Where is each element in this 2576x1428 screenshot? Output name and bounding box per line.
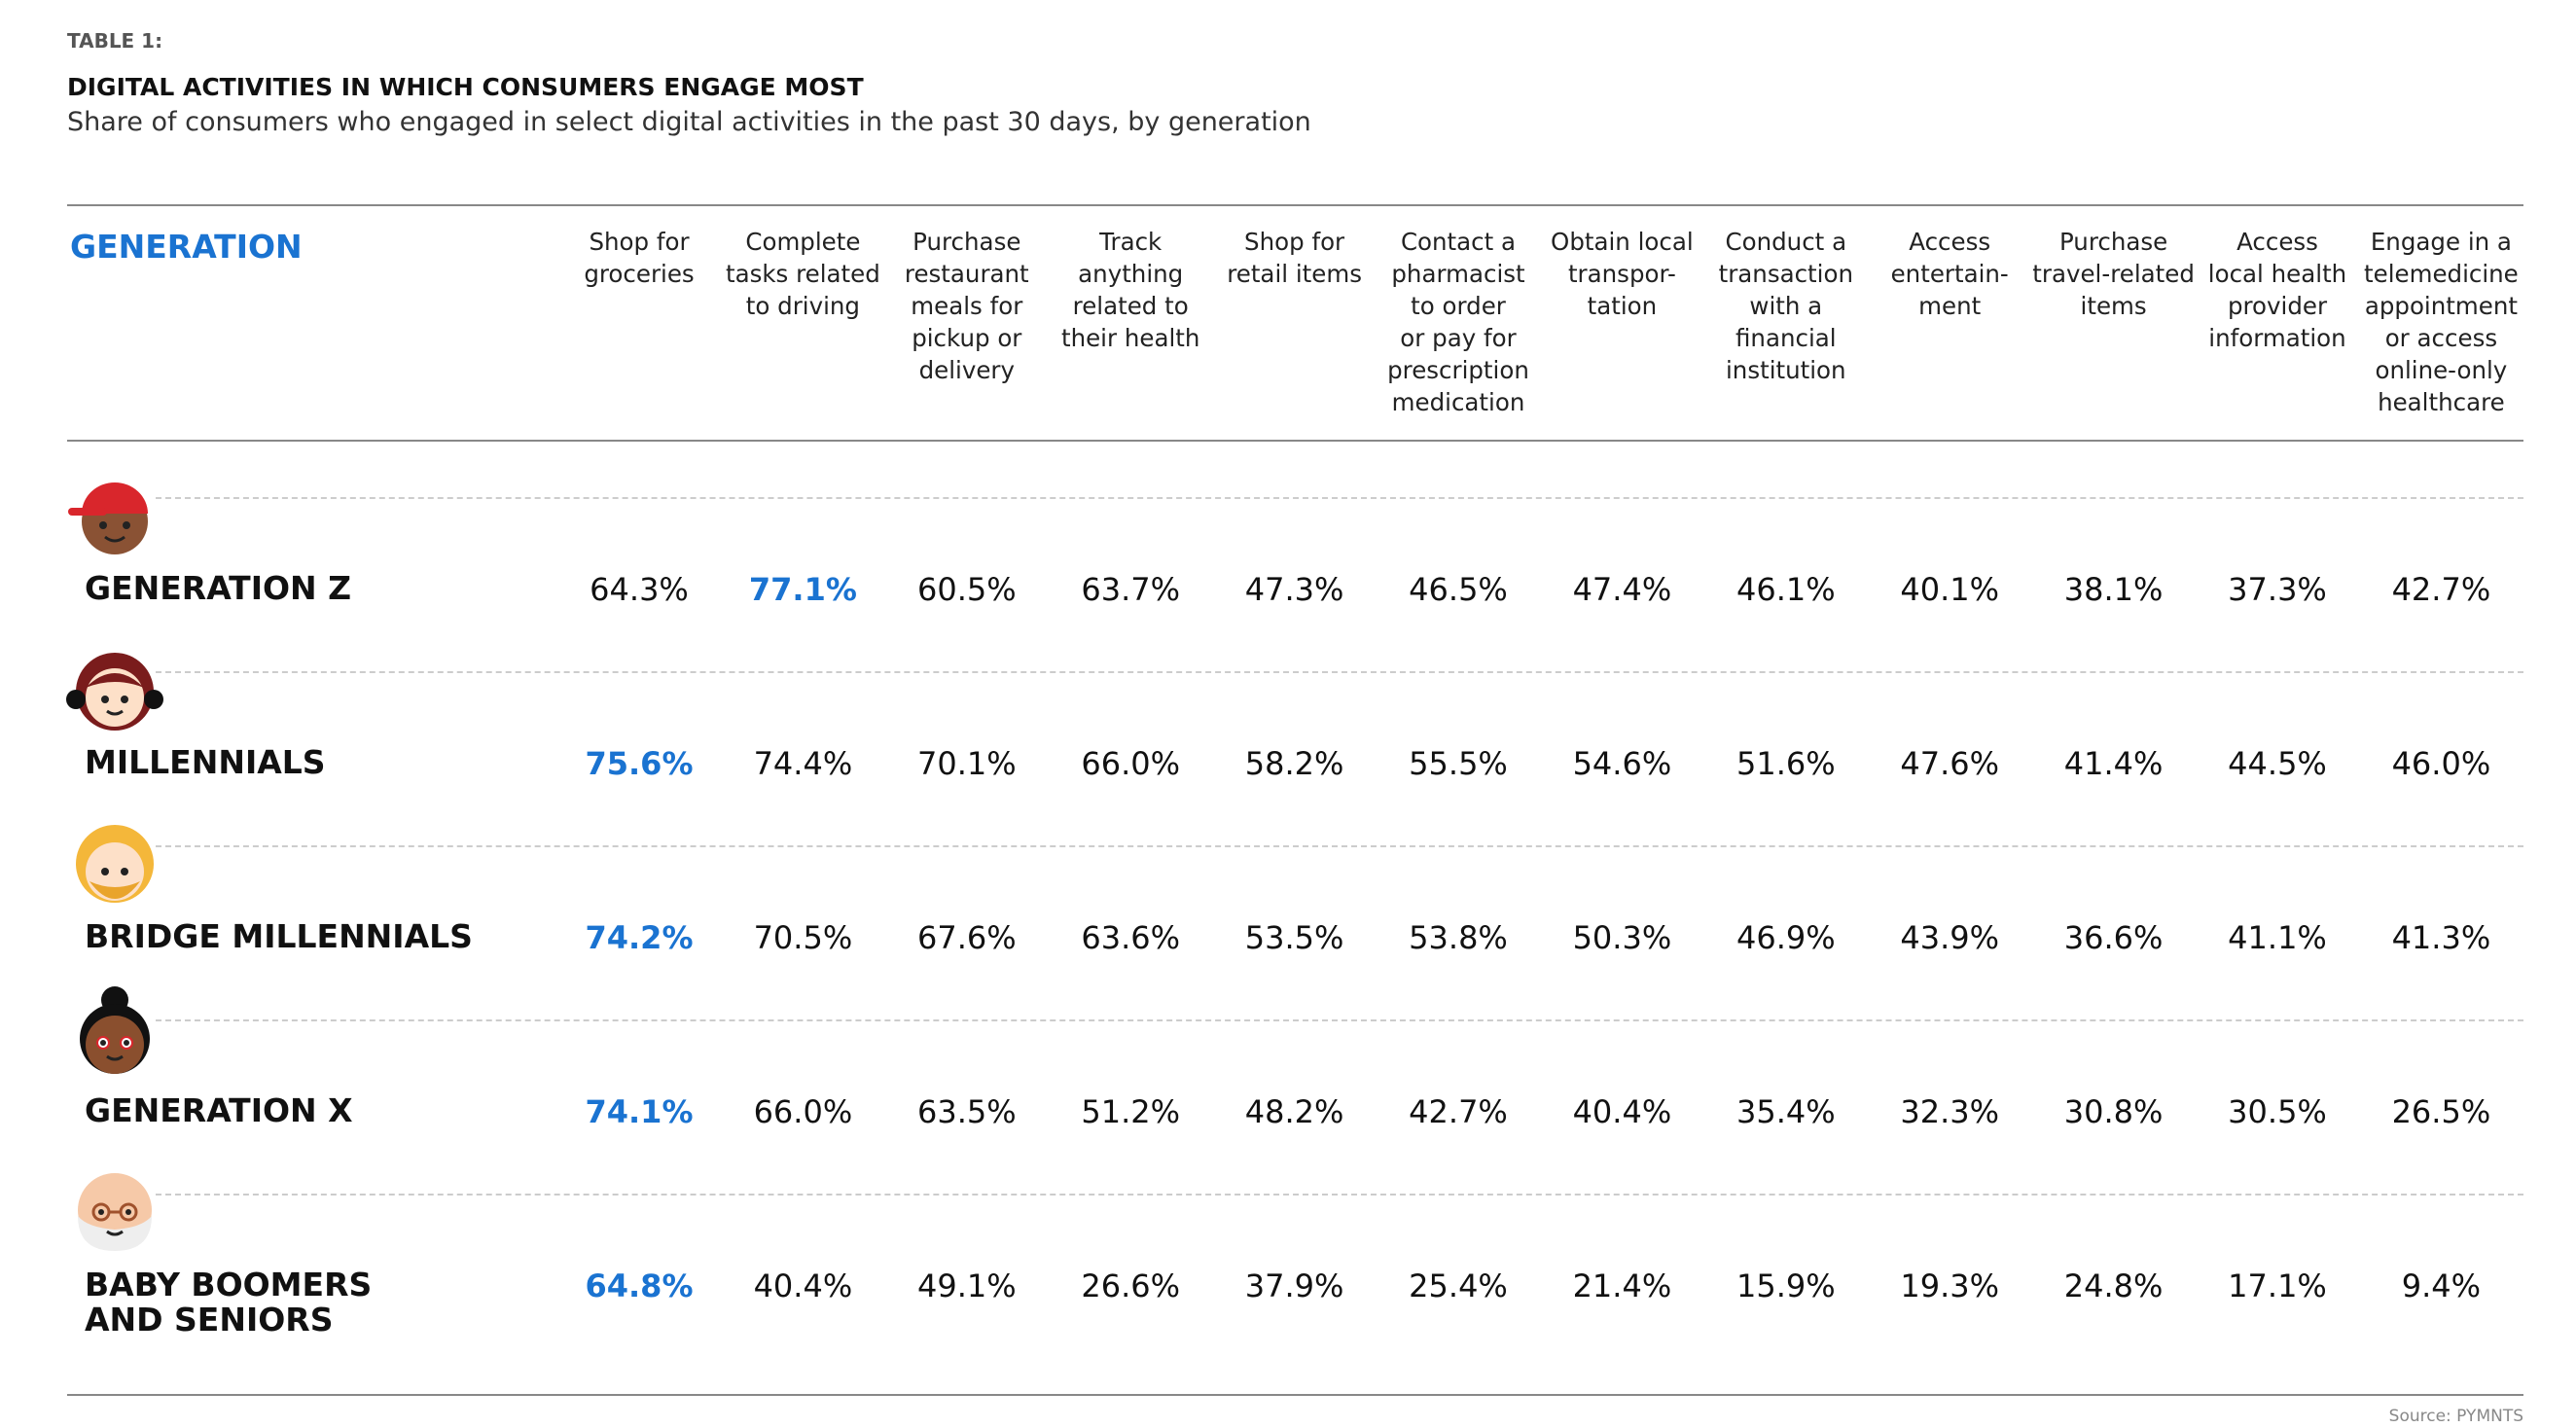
cell-value: 21.4% <box>1572 1267 1672 1304</box>
cell-value: 66.0% <box>1081 745 1181 782</box>
cell-value: 55.5% <box>1409 745 1508 782</box>
cell-value: 75.6% <box>585 745 694 782</box>
cell-value: 40.1% <box>1900 571 2000 608</box>
cell-value: 41.1% <box>2228 919 2327 956</box>
column-header: Access entertain- ment <box>1890 228 2009 320</box>
cell-value: 50.3% <box>1572 919 1672 956</box>
avatar <box>68 482 148 554</box>
cell-value: 26.5% <box>2391 1093 2491 1130</box>
cell-value: 74.4% <box>753 745 853 782</box>
cell-value: 63.5% <box>916 1093 1017 1130</box>
column-header: Track anything related to their health <box>1060 228 1200 352</box>
cell-value: 43.9% <box>1900 919 2000 956</box>
column-header: Complete tasks related to driving <box>725 228 880 320</box>
row-divider <box>156 845 2523 847</box>
cell-value: 38.1% <box>2063 571 2164 608</box>
source: Source: PYMNTS <box>2388 1407 2523 1426</box>
cell-value: 63.7% <box>1081 571 1181 608</box>
cell-value: 37.9% <box>1244 1267 1344 1304</box>
cell-value: 51.6% <box>1735 745 1836 782</box>
column-header: Engage in a telemedicine appointment or … <box>2364 228 2519 416</box>
bottom-rule <box>67 1394 2523 1396</box>
cell-value: 40.4% <box>753 1267 853 1304</box>
row-divider <box>156 497 2523 499</box>
column-header: Purchase travel-related items <box>2032 228 2195 320</box>
cell-value: 9.4% <box>2401 1267 2482 1304</box>
cell-value: 17.1% <box>2228 1267 2327 1304</box>
row-name: BABY BOOMERS AND SENIORS <box>85 1266 373 1339</box>
row-name: BRIDGE MILLENNIALS <box>85 917 473 955</box>
cell-value: 47.6% <box>1900 745 2000 782</box>
cell-value: 46.9% <box>1735 919 1836 956</box>
cell-value: 70.5% <box>753 919 853 956</box>
cell-value: 37.3% <box>2228 571 2327 608</box>
cell-value: 26.6% <box>1081 1267 1181 1304</box>
column-header: Purchase restaurant meals for pickup or … <box>904 228 1029 384</box>
column-header: Contact a pharmacist to order or pay for… <box>1387 228 1529 416</box>
cell-value: 77.1% <box>748 571 857 608</box>
subtitle: Share of consumers who engaged in select… <box>67 107 1311 137</box>
avatar <box>76 825 154 903</box>
table-label: TABLE 1: <box>67 29 163 53</box>
avatar <box>80 986 150 1074</box>
cell-value: 47.4% <box>1572 571 1672 608</box>
cell-value: 25.4% <box>1409 1267 1508 1304</box>
cell-value: 70.1% <box>916 745 1017 782</box>
title: DIGITAL ACTIVITIES IN WHICH CONSUMERS EN… <box>67 73 864 101</box>
cell-value: 53.8% <box>1409 919 1508 956</box>
header-rule <box>67 440 2523 442</box>
avatar <box>78 1173 152 1251</box>
cell-value: 30.8% <box>2063 1093 2164 1130</box>
cell-value: 42.7% <box>2391 571 2491 608</box>
row-divider <box>156 1019 2523 1021</box>
column-header: Access local health provider information <box>2207 228 2347 352</box>
cell-value: 42.7% <box>1409 1093 1508 1130</box>
row-name: MILLENNIALS <box>85 743 326 781</box>
cell-value: 44.5% <box>2228 745 2327 782</box>
column-header: Shop for groceries <box>584 228 695 288</box>
cell-value: 19.3% <box>1900 1267 2000 1304</box>
cell-value: 46.5% <box>1409 571 1508 608</box>
cell-value: 66.0% <box>753 1093 853 1130</box>
cell-value: 41.3% <box>2391 919 2491 956</box>
cell-value: 74.1% <box>585 1093 694 1130</box>
row-header: GENERATION <box>70 228 303 266</box>
avatar <box>66 653 163 731</box>
cell-value: 47.3% <box>1244 571 1344 608</box>
cell-value: 63.6% <box>1081 919 1181 956</box>
cell-value: 51.2% <box>1081 1093 1181 1130</box>
cell-value: 54.6% <box>1572 745 1672 782</box>
cell-value: 40.4% <box>1572 1093 1672 1130</box>
cell-value: 48.2% <box>1244 1093 1344 1130</box>
cell-value: 64.8% <box>585 1267 694 1304</box>
cell-value: 67.6% <box>916 919 1017 956</box>
cell-value: 58.2% <box>1244 745 1344 782</box>
cell-value: 53.5% <box>1244 919 1344 956</box>
cell-value: 60.5% <box>916 571 1017 608</box>
cell-value: 49.1% <box>916 1267 1017 1304</box>
row-divider <box>156 671 2523 673</box>
cell-value: 46.1% <box>1735 571 1836 608</box>
column-header: Obtain local transpor- tation <box>1551 228 1694 320</box>
row-divider <box>156 1194 2523 1196</box>
cell-value: 41.4% <box>2063 745 2164 782</box>
cell-value: 64.3% <box>590 571 689 608</box>
cell-value: 46.0% <box>2391 745 2491 782</box>
cell-value: 32.3% <box>1900 1093 2000 1130</box>
cell-value: 36.6% <box>2063 919 2164 956</box>
column-header: Shop for retail items <box>1227 228 1362 288</box>
top-rule <box>67 204 2523 206</box>
row-name: GENERATION X <box>85 1091 353 1129</box>
cell-value: 30.5% <box>2228 1093 2327 1130</box>
cell-value: 24.8% <box>2063 1267 2164 1304</box>
cell-value: 35.4% <box>1735 1093 1836 1130</box>
column-header: Conduct a transaction with a financial i… <box>1718 228 1853 384</box>
cell-value: 15.9% <box>1735 1267 1836 1304</box>
cell-value: 74.2% <box>585 919 694 956</box>
row-name: GENERATION Z <box>85 569 352 607</box>
